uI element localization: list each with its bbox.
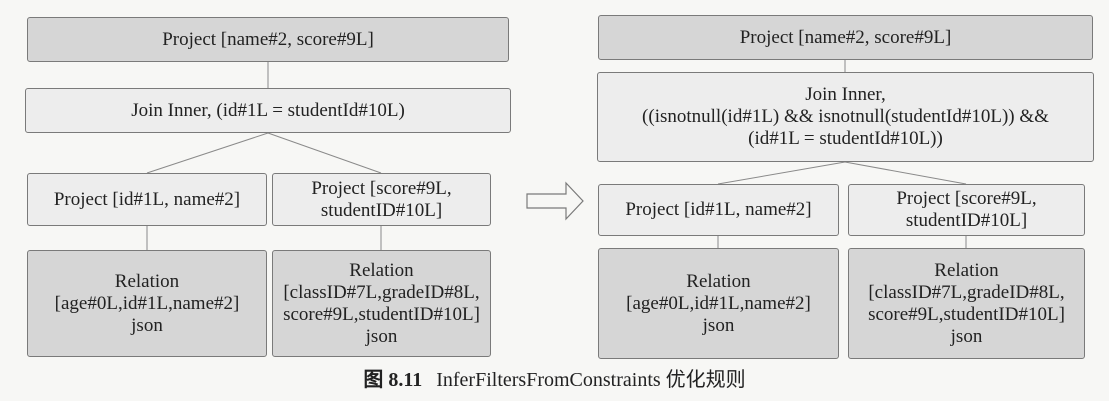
left-relation-right-line3: score#9L,studentID#10L] (283, 303, 480, 325)
left-project-right-line1: Project [score#9L, (311, 177, 452, 199)
left-project-right-line2: studentID#10L] (320, 199, 443, 221)
edge-right-join-project-left (717, 161, 846, 185)
transform-arrow-icon (526, 181, 584, 221)
left-project-left-node: Project [id#1L, name#2] (27, 173, 267, 226)
right-relation-right-line3: score#9L,studentID#10L] (868, 303, 1065, 325)
left-join-node: Join Inner, (id#1L = studentId#10L) (25, 88, 511, 133)
right-project-right-line2: studentID#10L] (905, 210, 1028, 231)
right-project-left-label: Project [id#1L, name#2] (625, 199, 812, 220)
left-project-top-node: Project [name#2, score#9L] (27, 17, 509, 62)
left-relation-right-line2: [classID#7L,gradeID#8L, (283, 281, 480, 303)
right-project-top-label: Project [name#2, score#9L] (739, 26, 952, 48)
right-join-line1: Join Inner, (805, 84, 886, 105)
left-relation-left-line2: [age#0L,id#1L,name#2] (54, 292, 240, 314)
right-relation-left-line1: Relation (686, 270, 751, 292)
right-project-top-node: Project [name#2, score#9L] (598, 15, 1093, 60)
right-relation-right-line4: json (950, 325, 983, 347)
right-relation-left-line3: json (702, 314, 735, 336)
right-join-node: Join Inner, ((isnotnull(id#1L) && isnotn… (597, 72, 1094, 162)
left-relation-right-line4: json (365, 325, 398, 347)
left-relation-right-node: Relation [classID#7L,gradeID#8L, score#9… (272, 250, 491, 357)
right-relation-right-line1: Relation (934, 259, 999, 281)
edge-right-join-project-right (844, 161, 967, 185)
edge-left-join-project-right (267, 132, 382, 174)
right-join-line2: ((isnotnull(id#1L) && isnotnull(studentI… (642, 106, 1049, 127)
right-join-line3: (id#1L = studentId#10L)) (748, 128, 943, 149)
right-project-right-node: Project [score#9L, studentID#10L] (848, 184, 1085, 236)
figure-title: InferFiltersFromConstraints 优化规则 (436, 369, 746, 391)
right-project-left-node: Project [id#1L, name#2] (598, 184, 839, 236)
left-project-right-node: Project [score#9L, studentID#10L] (272, 173, 491, 226)
left-relation-right-line1: Relation (349, 259, 414, 281)
figure-caption: 图 8.11 InferFiltersFromConstraints 优化规则 (0, 367, 1109, 393)
left-join-label: Join Inner, (id#1L = studentId#10L) (131, 99, 405, 121)
right-relation-left-node: Relation [age#0L,id#1L,name#2] json (598, 248, 839, 359)
left-relation-left-node: Relation [age#0L,id#1L,name#2] json (27, 250, 267, 357)
edge-left-join-project-left (146, 132, 269, 174)
right-relation-right-node: Relation [classID#7L,gradeID#8L, score#9… (848, 248, 1085, 359)
left-project-left-label: Project [id#1L, name#2] (53, 188, 241, 210)
right-project-right-line1: Project [score#9L, (896, 188, 1037, 209)
right-relation-left-line2: [age#0L,id#1L,name#2] (626, 292, 811, 314)
left-relation-left-line3: json (131, 314, 163, 336)
right-relation-right-line2: [classID#7L,gradeID#8L, (868, 281, 1065, 303)
figure-number: 图 8.11 (363, 369, 423, 391)
left-relation-left-line1: Relation (114, 270, 180, 292)
left-project-top-label: Project [name#2, score#9L] (162, 28, 374, 50)
